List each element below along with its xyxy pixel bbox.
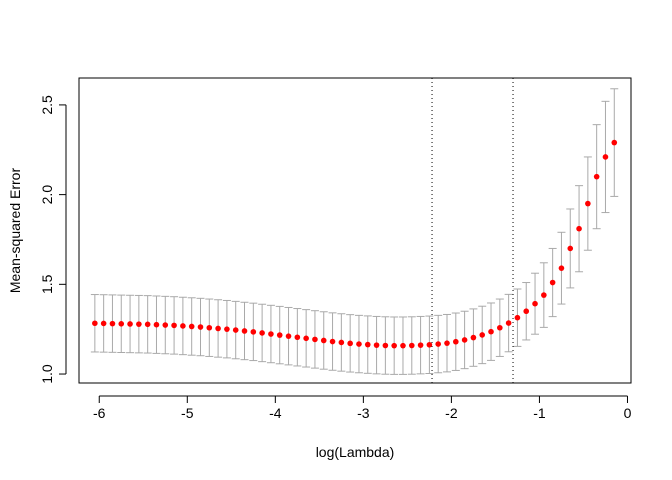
data-point xyxy=(144,321,151,328)
data-point xyxy=(338,339,345,346)
data-point xyxy=(329,338,336,345)
data-point xyxy=(232,327,239,333)
data-point xyxy=(206,324,213,331)
data-point xyxy=(461,337,468,343)
x-tick-label: -1 xyxy=(533,405,546,421)
data-point xyxy=(118,320,125,327)
data-point xyxy=(250,329,257,335)
data-point xyxy=(576,225,582,232)
data-point xyxy=(488,328,494,335)
data-point xyxy=(611,139,618,146)
data-point xyxy=(224,326,230,332)
data-point xyxy=(276,332,283,338)
y-axis-title: Mean-squared Error xyxy=(7,168,23,294)
data-point xyxy=(373,342,380,348)
data-point xyxy=(356,341,362,347)
data-point xyxy=(312,336,318,343)
x-tick-label: -2 xyxy=(445,405,458,421)
data-point xyxy=(180,323,186,329)
data-point xyxy=(215,325,221,332)
data-point xyxy=(109,320,116,327)
data-point xyxy=(532,300,538,307)
data-point xyxy=(417,342,424,348)
data-point xyxy=(259,330,265,336)
data-point xyxy=(567,245,574,252)
data-point xyxy=(241,328,248,334)
x-tick-label: -3 xyxy=(357,405,370,421)
data-point xyxy=(92,320,98,327)
data-point xyxy=(127,321,133,327)
data-point xyxy=(382,342,389,349)
data-point xyxy=(453,338,459,345)
x-tick-label: 0 xyxy=(624,405,632,421)
data-point xyxy=(153,321,160,328)
data-point xyxy=(585,200,591,207)
data-point xyxy=(197,324,204,330)
data-point xyxy=(523,308,530,315)
data-point xyxy=(444,340,450,346)
x-tick-label: -5 xyxy=(181,405,194,421)
data-point xyxy=(426,341,433,348)
data-point xyxy=(470,334,477,341)
data-point xyxy=(593,173,600,180)
data-point xyxy=(391,342,397,349)
data-point xyxy=(268,331,274,337)
data-point xyxy=(100,320,107,327)
data-point xyxy=(162,322,169,328)
data-point xyxy=(558,265,565,271)
data-point xyxy=(294,334,301,341)
data-point xyxy=(497,324,503,331)
data-point xyxy=(303,335,309,342)
x-tick-label: -6 xyxy=(93,405,106,421)
data-point xyxy=(320,337,327,344)
data-point xyxy=(549,279,556,286)
data-point xyxy=(347,340,353,347)
y-tick-label: 2.0 xyxy=(39,185,55,205)
data-point xyxy=(285,333,292,339)
data-point xyxy=(171,322,177,329)
x-tick-label: -4 xyxy=(269,405,282,421)
data-point xyxy=(364,341,371,348)
data-point xyxy=(602,154,609,160)
y-tick-label: 2.5 xyxy=(39,95,55,115)
data-point xyxy=(505,320,512,326)
data-point xyxy=(188,323,195,330)
y-tick-label: 1.0 xyxy=(39,364,55,384)
data-point xyxy=(514,314,521,321)
data-point xyxy=(408,342,415,349)
plot-area: -6 -5 -4 -3 -2 -1 0 1.0 1.5 2.0 2.5 xyxy=(39,77,632,421)
data-point xyxy=(136,321,142,327)
data-point xyxy=(400,342,406,349)
plot-frame xyxy=(78,77,632,384)
data-point xyxy=(541,292,547,298)
data-point xyxy=(479,332,486,338)
x-axis-title: log(Lambda) xyxy=(316,444,395,460)
data-point xyxy=(435,341,441,347)
y-tick-label: 1.5 xyxy=(39,274,55,294)
